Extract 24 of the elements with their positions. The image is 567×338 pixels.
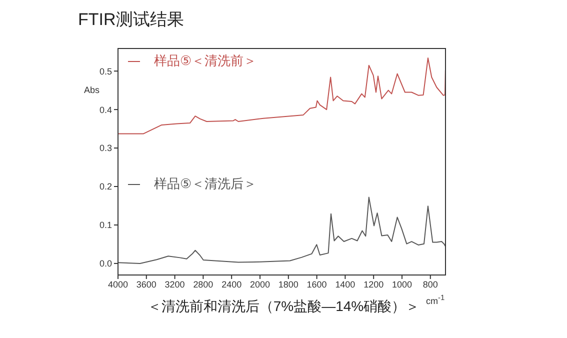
x-tick-label: 2400 [222, 279, 242, 290]
legend-label: 样品⑤＜清洗后＞ [154, 175, 257, 194]
x-tick-label: 3200 [164, 279, 185, 290]
text: ＜清洗前和清洗后（7%盐酸—14%硝酸）＞ [147, 298, 420, 314]
x-tick-label: 800 [422, 279, 438, 290]
legend-label: 样品⑤＜清洗前＞ [154, 52, 257, 70]
y-axis-title: Abs [84, 84, 100, 96]
y-tick-label: 0.2 [99, 182, 112, 192]
x-tick-label: 1000 [392, 279, 412, 290]
x-tick-label: 1200 [364, 279, 384, 290]
x-tick-label: 3600 [136, 279, 156, 290]
x-tick-label: 1800 [278, 279, 298, 290]
y-tick-label: 0.0 [99, 258, 112, 269]
y-tick-label: 0.1 [99, 220, 112, 230]
x-tick-label: 4000 [108, 279, 128, 290]
x-tick-label: 2000 [250, 279, 270, 290]
x-tick-label: 1400 [335, 279, 356, 290]
x-tick-label: 2800 [193, 279, 214, 290]
chart-title: FTIR测试结果 [78, 9, 184, 31]
x-axis-title: cm$^{-1}$ [426, 293, 445, 306]
x-tick-label: 1600 [306, 279, 327, 290]
y-tick-label: 0.5 [99, 66, 112, 76]
y-tick-label: 0.3 [99, 143, 112, 154]
y-tick-label: 0.4 [99, 104, 112, 115]
